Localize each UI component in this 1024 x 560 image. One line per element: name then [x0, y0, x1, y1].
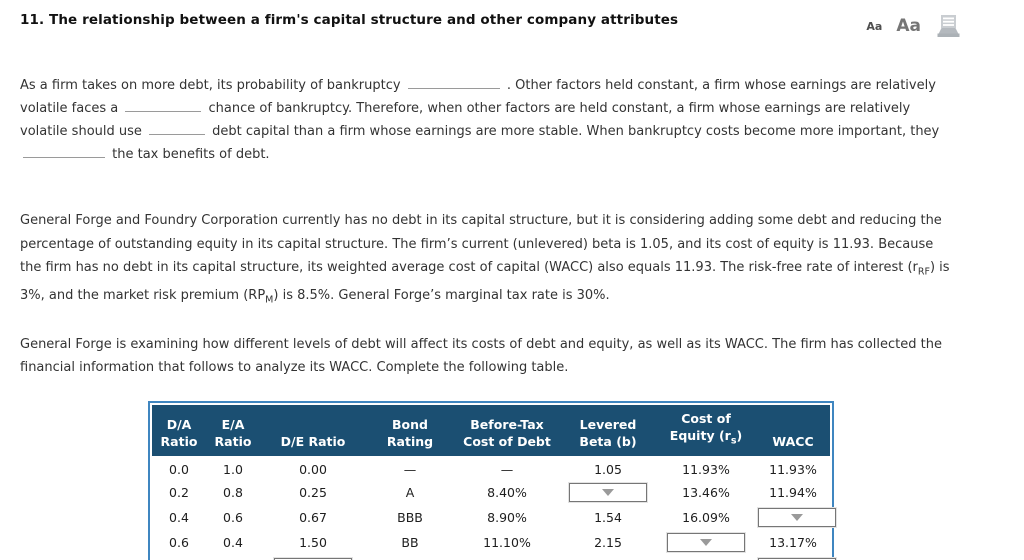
cell-ea: 0.4: [223, 534, 243, 550]
bankruptcy-chance-blank[interactable]: [125, 97, 202, 112]
firm-text-1: General Forge and Foundry Corporation cu…: [20, 213, 942, 275]
cell-beta: 1.05: [594, 461, 622, 477]
cell-de: 0.00: [299, 461, 327, 477]
cell-da: 0.8: [152, 555, 206, 560]
cell-ea: 0.8: [223, 484, 243, 500]
wacc-table-container: D/A Ratio E/A Ratio D/E Ratio Bond Ratin…: [148, 401, 836, 560]
cell-de: 0.67: [299, 509, 327, 525]
de-ratio-dropdown[interactable]: [274, 557, 352, 560]
rf-subscript: RF: [917, 266, 930, 278]
intro-text-5: the tax benefits of debt.: [112, 147, 270, 162]
cell-de: 0.25: [299, 484, 327, 500]
cell-ea: 0.2: [206, 555, 260, 560]
table-row: 0.8 0.2 C 14.30% 3.99 36.92%: [152, 555, 836, 560]
table-row: 0.6 0.4 1.50 BB 11.10% 2.15 13.17%: [152, 530, 830, 555]
cell-cost-equity: [656, 530, 756, 555]
cell-ea: 1.0: [223, 461, 243, 477]
header-cost-of-equity: Cost of Equity (rs): [656, 405, 756, 456]
cell-da: 0.4: [169, 509, 189, 525]
cell-bond: BB: [401, 534, 419, 550]
cell-bond: —: [403, 461, 417, 477]
firm-text-2: ) is 3%, and the market risk premium (RP: [20, 260, 950, 304]
cell-da: 0.0: [169, 461, 189, 477]
cell-cost-equity: 11.93%: [682, 461, 730, 477]
firm-description-paragraph: General Forge and Foundry Corporation cu…: [20, 209, 957, 312]
cell-bond: C: [366, 555, 454, 560]
header-da-ratio: D/A Ratio: [152, 405, 206, 456]
wacc-dropdown[interactable]: [758, 557, 836, 560]
wacc-table-body: 0.0 1.0 0.00 — — 1.05 11.93% 11.93% 0.2 …: [152, 456, 836, 560]
cell-cost-debt: 14.30%: [454, 555, 560, 560]
table-row: 0.2 0.8 0.25 A 8.40% 13.46% 11.94%: [152, 480, 830, 505]
cell-cost-debt: 11.10%: [483, 534, 531, 550]
cost-of-equity-dropdown[interactable]: [667, 532, 745, 552]
intro-text-1: As a firm takes on more debt, its probab…: [20, 78, 401, 93]
intro-text-2: . Other factors held constant, a firm wh…: [20, 78, 936, 116]
cell-cost-debt: 8.40%: [487, 484, 527, 500]
intro-text-3: chance of bankruptcy. Therefore, when ot…: [20, 101, 911, 139]
header-ea-ratio: E/A Ratio: [206, 405, 260, 456]
title-bar: 11. The relationship between a firm's ca…: [20, 12, 1024, 38]
cell-cost-debt: 8.90%: [487, 509, 527, 525]
cell-wacc: 13.17%: [769, 534, 817, 550]
cell-wacc: 11.93%: [769, 461, 817, 477]
cell-de: [260, 555, 366, 560]
header-de-ratio: D/E Ratio: [260, 405, 366, 456]
bankruptcy-probability-blank[interactable]: [407, 74, 500, 89]
cell-da: 0.2: [169, 484, 189, 500]
firm-text-3: ) is 8.5%. General Forge’s marginal tax …: [273, 288, 610, 304]
task-paragraph: General Forge is examining how different…: [20, 337, 942, 376]
intro-paragraph: As a firm takes on more debt, its probab…: [20, 74, 957, 166]
cell-da: 0.6: [169, 534, 189, 550]
tax-benefits-blank[interactable]: [23, 143, 105, 158]
cell-ea: 0.6: [223, 509, 243, 525]
wacc-table-header: D/A Ratio E/A Ratio D/E Ratio Bond Ratin…: [152, 405, 830, 456]
font-size-large-button[interactable]: Aa: [896, 16, 921, 36]
cell-wacc: [756, 505, 836, 530]
cell-cost-equity: 16.09%: [682, 509, 730, 525]
page-title: 11. The relationship between a firm's ca…: [20, 12, 679, 28]
header-levered-beta: Levered Beta (b): [560, 405, 656, 456]
printer-icon: [937, 15, 960, 37]
cell-beta: 3.99: [560, 555, 656, 560]
dropdown-arrow-icon: [700, 538, 712, 546]
header-wacc: WACC: [756, 405, 830, 456]
debt-capital-amount-blank[interactable]: [149, 120, 206, 135]
print-button[interactable]: [935, 14, 962, 38]
cell-beta: 2.15: [594, 534, 622, 550]
cell-cost-debt: —: [500, 461, 514, 477]
dropdown-arrow-icon: [602, 488, 614, 496]
dropdown-arrow-icon: [791, 513, 803, 521]
font-size-small-button[interactable]: Aa: [866, 19, 883, 33]
cell-wacc: [756, 555, 836, 560]
display-controls: Aa Aa: [866, 14, 962, 38]
cell-bond: BBB: [397, 509, 423, 525]
header-before-tax-cost-of-debt: Before-Tax Cost of Debt: [454, 405, 560, 456]
header-bond-rating: Bond Rating: [366, 405, 454, 456]
table-row: 0.0 1.0 0.00 — — 1.05 11.93% 11.93%: [152, 456, 830, 480]
m-subscript: M: [265, 294, 274, 306]
cell-bond: A: [405, 484, 415, 500]
cell-wacc: 11.94%: [769, 484, 817, 500]
table-row: 0.4 0.6 0.67 BBB 8.90% 1.54 16.09%: [152, 505, 836, 530]
cell-de: 1.50: [299, 534, 327, 550]
cell-cost-equity: 13.46%: [682, 484, 730, 500]
intro-text-4: debt capital than a firm whose earnings …: [212, 124, 940, 139]
levered-beta-dropdown[interactable]: [569, 482, 647, 502]
wacc-table: D/A Ratio E/A Ratio D/E Ratio Bond Ratin…: [152, 405, 836, 560]
cell-cost-equity: 36.92%: [656, 555, 756, 560]
wacc-dropdown[interactable]: [758, 507, 836, 527]
cell-beta: [560, 480, 656, 505]
cell-beta: 1.54: [594, 509, 622, 525]
